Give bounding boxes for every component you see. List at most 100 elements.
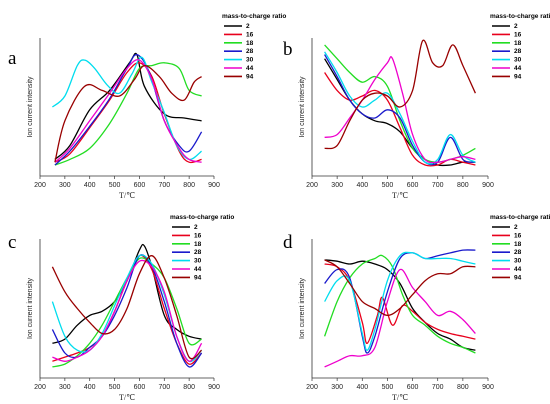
x-tick-label: 600	[407, 182, 419, 189]
x-tick-label: 600	[134, 384, 146, 391]
series-line-18	[323, 254, 476, 354]
panel-c: 200 300 400 500 600 700 800 900 T/℃ Ion current i…	[8, 214, 234, 402]
legend-title: mass-to-charge ratio	[490, 13, 550, 20]
panel-d: 200 300 400 500 600 700 800 900 T/℃ Ion current i…	[283, 214, 550, 402]
series-line-44	[324, 56, 476, 164]
x-tick-label: 800	[457, 182, 469, 189]
series-line-44	[54, 59, 202, 163]
series-line-2	[52, 243, 202, 344]
legend-label-2: 2	[514, 224, 518, 231]
series-line-30	[324, 251, 476, 351]
x-tick-label: 900	[208, 384, 220, 391]
x-tick-label: 700	[432, 182, 444, 189]
panel-a: 200 300 400 500 600 700 800 900 T/℃ Ion current i…	[8, 13, 286, 200]
x-tick-label: 900	[482, 182, 494, 189]
x-tick-label: 300	[59, 182, 71, 189]
x-tick-label: 800	[183, 182, 195, 189]
series-line-28	[54, 53, 203, 166]
x-tick-label: 800	[183, 384, 195, 391]
x-axis-label: T/℃	[119, 393, 135, 402]
legend-label-94: 94	[514, 274, 522, 281]
legend-label-94: 94	[514, 73, 522, 80]
x-tick-label: 400	[356, 384, 368, 391]
x-tick-label: 200	[34, 384, 46, 391]
series-line-44	[324, 268, 476, 368]
legend-label-18: 18	[514, 40, 522, 47]
x-tick-label: 900	[482, 384, 494, 391]
legend-label-18: 18	[514, 241, 522, 248]
legend-label-18: 18	[194, 241, 202, 248]
legend-label-44: 44	[514, 65, 522, 72]
series-line-2	[324, 58, 476, 167]
legend-label-16: 16	[246, 31, 254, 38]
series-line-44	[52, 259, 203, 362]
x-tick-label: 500	[382, 384, 394, 391]
series-line-94	[324, 259, 476, 317]
series-line-28	[324, 54, 476, 166]
series-line-94	[54, 64, 202, 163]
x-tick-label: 700	[432, 384, 444, 391]
x-tick-label: 500	[109, 182, 121, 189]
x-tick-label: 200	[306, 182, 318, 189]
legend-label-2: 2	[194, 224, 198, 231]
y-axis-label: Ion current intensity	[299, 277, 306, 339]
legend-label-16: 16	[514, 31, 522, 38]
x-tick-label: 500	[109, 384, 121, 391]
panel-letter: d	[283, 232, 293, 253]
x-tick-label: 300	[59, 384, 71, 391]
x-axis-label: T/℃	[392, 393, 408, 402]
series-line-18	[54, 62, 202, 166]
legend-label-16: 16	[514, 232, 522, 239]
legend-label-28: 28	[246, 48, 254, 55]
y-axis-label: Ion current intensity	[299, 76, 306, 138]
series-line-94	[324, 39, 476, 150]
legend-label-28: 28	[514, 249, 522, 256]
series-line-94	[51, 255, 203, 360]
legend-title: mass-to-charge ratio	[170, 214, 234, 221]
legend-label-44: 44	[246, 65, 254, 72]
legend-label-2: 2	[246, 23, 250, 30]
legend-label-28: 28	[194, 249, 202, 256]
legend-label-16: 16	[194, 232, 202, 239]
x-tick-label: 600	[407, 384, 419, 391]
x-tick-label: 400	[356, 182, 368, 189]
panel-letter: b	[283, 39, 293, 60]
legend-label-30: 30	[246, 57, 254, 64]
series-line-16	[54, 62, 202, 164]
panel-b: 200 300 400 500 600 700 800 900 T/℃ Ion current i…	[283, 13, 550, 200]
legend-label-28: 28	[514, 48, 522, 55]
legend-label-94: 94	[246, 73, 254, 80]
x-tick-label: 300	[331, 182, 343, 189]
legend-label-18: 18	[246, 40, 254, 47]
series-line-16	[324, 263, 476, 344]
x-tick-label: 800	[457, 384, 469, 391]
series-line-28	[51, 254, 203, 368]
series-line-28	[324, 249, 476, 354]
x-tick-label: 700	[158, 384, 170, 391]
x-axis-label: T/℃	[119, 191, 135, 200]
x-tick-label: 400	[84, 182, 96, 189]
x-tick-label: 300	[331, 384, 343, 391]
legend-label-44: 44	[194, 266, 202, 273]
series-line-2	[324, 259, 476, 351]
x-tick-label: 200	[34, 182, 46, 189]
x-tick-label: 600	[134, 182, 146, 189]
legend-label-30: 30	[514, 57, 522, 64]
panel-letter: c	[8, 232, 16, 253]
legend-title: mass-to-charge ratio	[490, 214, 550, 221]
series-line-18	[324, 44, 476, 163]
x-tick-label: 500	[382, 182, 394, 189]
x-tick-label: 200	[306, 384, 318, 391]
panel-letter: a	[8, 48, 17, 69]
series-line-30	[324, 51, 476, 165]
legend-title: mass-to-charge ratio	[222, 13, 286, 20]
legend-label-44: 44	[514, 266, 522, 273]
legend-label-2: 2	[514, 23, 518, 30]
x-axis-label: T/℃	[392, 191, 408, 200]
x-tick-label: 900	[208, 182, 220, 189]
